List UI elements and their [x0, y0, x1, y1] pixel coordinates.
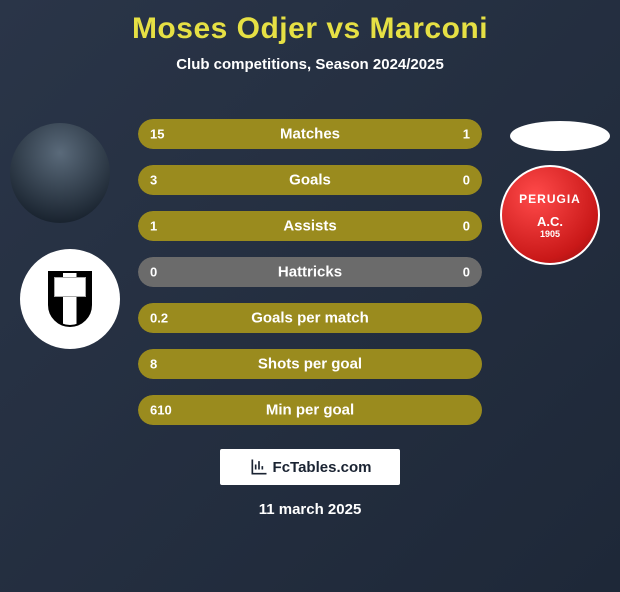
stat-value-left: 0	[150, 265, 157, 280]
stat-row: 10Assists	[138, 211, 482, 241]
stat-row: 8Shots per goal	[138, 349, 482, 379]
bar-left	[138, 303, 482, 333]
player-left-club-badge	[20, 249, 120, 349]
bar-left	[138, 165, 482, 195]
bar-left	[138, 257, 310, 287]
snapshot-date: 11 march 2025	[0, 501, 620, 518]
stat-value-left: 610	[150, 403, 172, 418]
stat-value-right: 1	[463, 127, 470, 142]
stats-bars: 151Matches30Goals10Assists00Hattricks0.2…	[138, 119, 482, 441]
stat-row: 610Min per goal	[138, 395, 482, 425]
stat-value-right: 0	[463, 265, 470, 280]
comparison-subtitle: Club competitions, Season 2024/2025	[0, 56, 620, 73]
stat-row: 0.2Goals per match	[138, 303, 482, 333]
bar-right	[310, 257, 482, 287]
stat-value-left: 3	[150, 173, 157, 188]
stat-value-right: 0	[463, 219, 470, 234]
stat-value-left: 15	[150, 127, 164, 142]
comparison-title: Moses Odjer vs Marconi	[0, 12, 620, 46]
bar-left	[138, 119, 461, 149]
stat-row: 00Hattricks	[138, 257, 482, 287]
stat-value-left: 1	[150, 219, 157, 234]
chart-icon	[249, 457, 269, 477]
stat-value-right: 0	[463, 173, 470, 188]
brand-text: FcTables.com	[273, 459, 372, 476]
comparison-content: PERUGIA A.C. 1905 151Matches30Goals10Ass…	[0, 101, 620, 431]
bar-left	[138, 211, 482, 241]
stat-row: 30Goals	[138, 165, 482, 195]
club-left-shield-icon	[48, 271, 92, 327]
bar-left	[138, 349, 482, 379]
stat-value-left: 0.2	[150, 311, 168, 326]
player-right-avatar	[510, 121, 610, 151]
stat-row: 151Matches	[138, 119, 482, 149]
bar-left	[138, 395, 482, 425]
player-right-club-badge: PERUGIA A.C. 1905	[500, 165, 600, 265]
brand-badge[interactable]: FcTables.com	[220, 449, 400, 485]
player-left-avatar	[10, 123, 110, 223]
club-right-label: PERUGIA A.C. 1905	[519, 192, 581, 239]
stat-value-left: 8	[150, 357, 157, 372]
